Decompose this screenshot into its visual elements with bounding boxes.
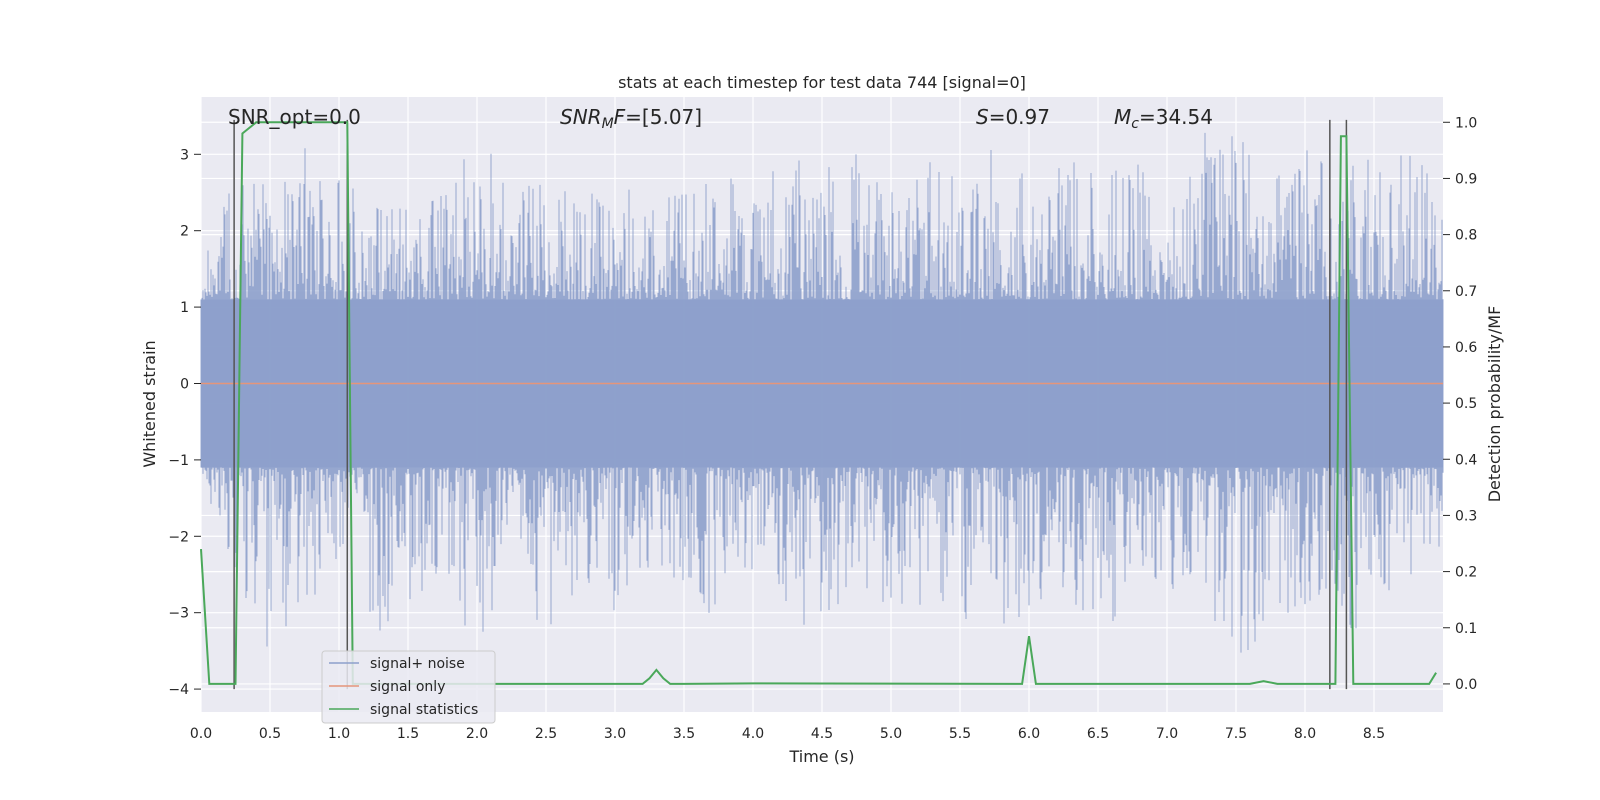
x-tick-label: 5.0 (880, 726, 902, 742)
y-right-tick-label: 1.0 (1455, 115, 1477, 131)
y-right-tick-label: 0.2 (1455, 565, 1477, 581)
legend-label-signal-noise: signal+ noise (370, 656, 465, 672)
x-tick-label: 8.5 (1363, 726, 1385, 742)
x-tick-label: 0.5 (259, 726, 281, 742)
signal-statistics-line (200, 121, 1437, 685)
legend-label-signal-statistics: signal statistics (370, 702, 478, 718)
y-right-tick-label: 0.4 (1455, 452, 1477, 468)
legend-label-signal-only: signal only (370, 679, 445, 695)
x-tick-label: 2.5 (535, 726, 557, 742)
y-right-tick-label: 0.8 (1455, 228, 1477, 244)
y-axis-title: Whitened strain (140, 340, 159, 467)
y-right-tick-label: 0.7 (1455, 284, 1477, 300)
legend: signal+ noise signal only signal statist… (321, 650, 496, 724)
x-axis-ticks: 0.0 0.5 1.0 1.5 2.0 2.5 3.0 3.5 4.0 4.5 5.0 5.5 6.0 6… (190, 726, 1385, 742)
x-tick-label: 8.0 (1294, 726, 1316, 742)
x-tick-label: 5.5 (949, 726, 971, 742)
x-tick-label: 7.5 (1225, 726, 1247, 742)
x-tick-label: 1.5 (397, 726, 419, 742)
annotation-snr-opt: SNR_opt=0.0 (228, 105, 361, 129)
x-tick-label: 2.0 (466, 726, 488, 742)
y-tick-label: 1 (180, 300, 189, 316)
annotation-s: S=0.97 (976, 105, 1050, 129)
y-tick-label: −3 (168, 606, 189, 622)
x-axis-title: Time (s) (788, 747, 854, 766)
series-signal-statistics (200, 121, 1437, 685)
x-tick-label: 4.5 (811, 726, 833, 742)
y-tick-label: −4 (168, 682, 189, 698)
y-right-tick-label: 0.6 (1455, 340, 1477, 356)
y-right-tick-label: 0.1 (1455, 621, 1477, 637)
y-right-tick-label: 0.3 (1455, 508, 1477, 524)
x-tick-label: 6.5 (1087, 726, 1109, 742)
annotation-mc: Mc=34.54 (1114, 105, 1213, 132)
y-right-tick-label: 0.0 (1455, 677, 1477, 693)
y-tick-label: 0 (180, 376, 189, 392)
chart-title: stats at each timestep for test data 744… (618, 73, 1026, 92)
x-tick-label: 4.0 (742, 726, 764, 742)
y-right-axis-ticks: 1.0 0.9 0.8 0.7 0.6 0.5 0.4 0.3 0.2 0.1 0.0 (1443, 115, 1477, 693)
y-right-tick-label: 0.5 (1455, 396, 1477, 412)
legend-box (321, 650, 496, 724)
y-tick-label: 2 (180, 224, 189, 240)
y-right-axis-title: Detection probability/MF (1485, 306, 1504, 503)
x-tick-label: 7.0 (1156, 726, 1178, 742)
y-tick-label: −1 (168, 453, 189, 469)
x-tick-label: 6.0 (1018, 726, 1040, 742)
x-tick-label: 3.5 (673, 726, 695, 742)
x-tick-label: 1.0 (328, 726, 350, 742)
y-right-tick-label: 0.9 (1455, 171, 1477, 187)
x-tick-label: 3.0 (604, 726, 626, 742)
y-tick-label: 3 (180, 147, 189, 163)
y-tick-label: −2 (168, 529, 189, 545)
annotation-snr-mf: SNRMF=[5.07] (560, 105, 702, 132)
y-axis-ticks: 3 2 1 0 −1 −2 −3 −4 (168, 147, 201, 698)
x-tick-label: 0.0 (190, 726, 212, 742)
